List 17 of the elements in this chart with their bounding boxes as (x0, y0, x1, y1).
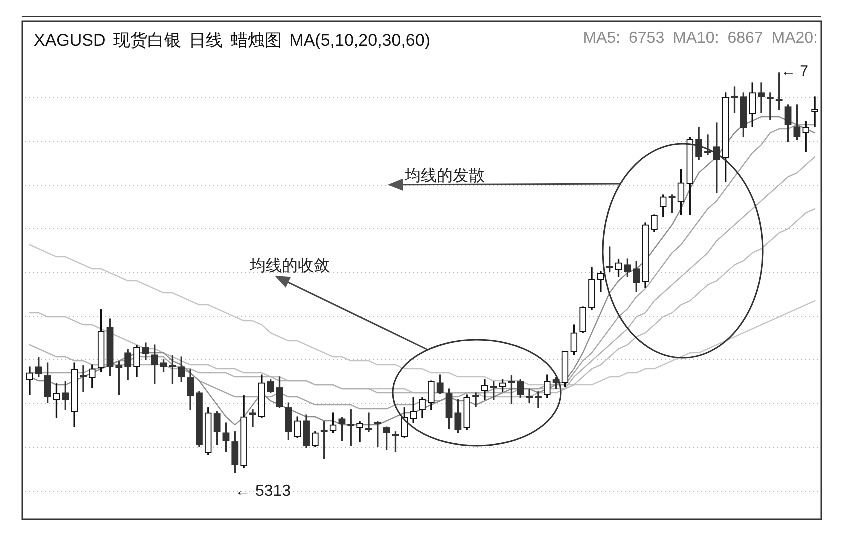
candlestick (704, 134, 712, 156)
candlestick (526, 390, 534, 404)
candlestick (250, 410, 256, 428)
candlestick (766, 92, 774, 120)
annotation: 均线的发散 (405, 166, 485, 187)
candlestick (26, 366, 34, 396)
candlestick (472, 392, 480, 408)
candlestick (356, 422, 364, 442)
candlestick (366, 412, 372, 432)
text: ← 5313 (235, 483, 292, 501)
annotation: 均线的收敛 (250, 256, 330, 277)
chart-subtitle: MA5: 6753 MA10: 6867 MA20: (583, 30, 818, 48)
annotation: ← 7 (781, 63, 809, 80)
candlestick (758, 82, 765, 114)
candlestick (535, 392, 542, 408)
candlestick (80, 366, 87, 392)
chart-title: XAGUSD 现货白银 日线 蜡烛图 MA(5,10,20,30,60) (34, 30, 430, 52)
